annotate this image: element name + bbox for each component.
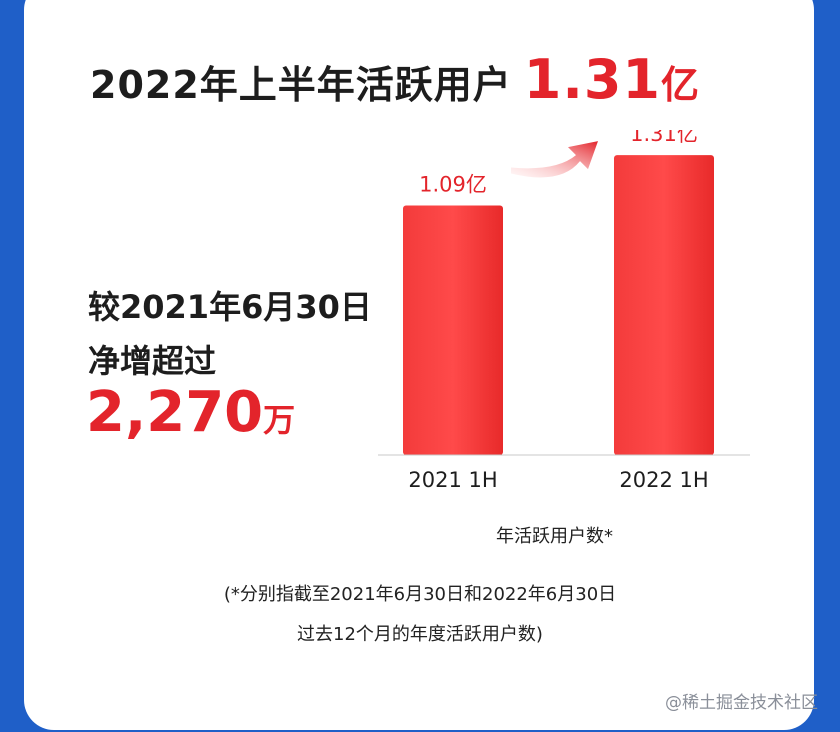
bar-0 [403,205,503,455]
watermark: @稀土掘金技术社区 [665,693,818,713]
data-label-1: 1.31亿 [630,130,698,146]
x-tick-label-1: 2022 1H [619,468,708,492]
title-text: 2022年上半年活跃用户 [90,63,512,107]
net-increase-label: 净增超过 [88,342,217,380]
growth-arrow [511,141,598,178]
x-tick-label-0: 2021 1H [408,468,497,492]
title-value: 1.31 [523,48,661,111]
net-increase-value: 2,270万 [86,380,295,445]
page-title: 2022年上半年活跃用户 1.31亿 [90,48,700,111]
title-unit: 亿 [661,63,701,107]
bar-1 [614,155,714,455]
chart-legend: 年活跃用户数* [496,526,613,547]
net-increase-unit: 万 [263,401,296,439]
footnote-line-2: 过去12个月的年度活跃用户数) [297,624,543,645]
compare-date-text: 较2021年6月30日 [88,288,372,326]
data-label-0: 1.09亿 [419,173,487,197]
footnote-line-1: (*分别指截至2021年6月30日和2022年6月30日 [223,584,617,605]
net-increase-number: 2,270 [86,380,264,445]
bar-chart: 1.09亿 2021 1H 1.31亿 2022 1H [378,130,750,492]
